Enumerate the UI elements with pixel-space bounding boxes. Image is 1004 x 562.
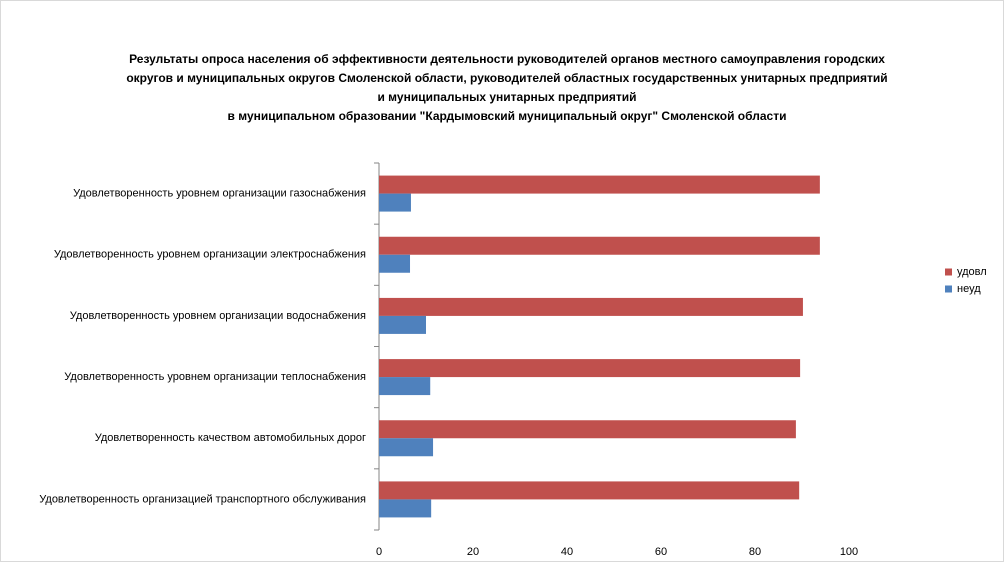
- bar: [379, 236, 820, 255]
- bar: [379, 297, 803, 316]
- x-tick-label: 60: [655, 546, 667, 558]
- bar: [379, 315, 426, 334]
- y-tick-label: Удовлетворенность уровнем организации эл…: [54, 249, 366, 261]
- legend-swatch: [945, 285, 952, 293]
- y-tick-label: Удовлетворенность уровнем организации га…: [73, 187, 366, 199]
- chart-title: округов и муниципальных округов Смоленск…: [126, 71, 887, 85]
- bar: [379, 359, 801, 378]
- bar: [379, 499, 432, 518]
- chart-title: и муниципальных унитарных предприятий: [377, 90, 636, 104]
- y-tick-label: Удовлетворенность уровнем организации те…: [64, 371, 366, 383]
- y-tick-label: Удовлетворенность качеством автомобильны…: [95, 432, 366, 444]
- y-tick-label: Удовлетворенность организацией транспорт…: [39, 493, 366, 505]
- bar: [379, 377, 431, 396]
- y-tick-label: Удовлетворенность уровнем организации во…: [70, 310, 366, 322]
- chart-title: в муниципальном образовании "Кардымовски…: [228, 109, 787, 123]
- x-tick-label: 100: [840, 546, 858, 558]
- bar: [379, 175, 820, 194]
- chart-title: Результаты опроса населения об эффективн…: [129, 52, 885, 66]
- bar: [379, 420, 796, 439]
- x-tick-label: 40: [561, 546, 573, 558]
- bar: [379, 438, 434, 457]
- bar: [379, 193, 411, 212]
- legend-swatch: [945, 268, 952, 276]
- x-tick-label: 20: [467, 546, 479, 558]
- x-tick-label: 0: [376, 546, 382, 558]
- x-tick-label: 80: [749, 546, 761, 558]
- bar: [379, 481, 800, 500]
- legend-label: неуд: [957, 283, 981, 295]
- bar: [379, 254, 411, 273]
- legend-label: удовл: [957, 266, 987, 278]
